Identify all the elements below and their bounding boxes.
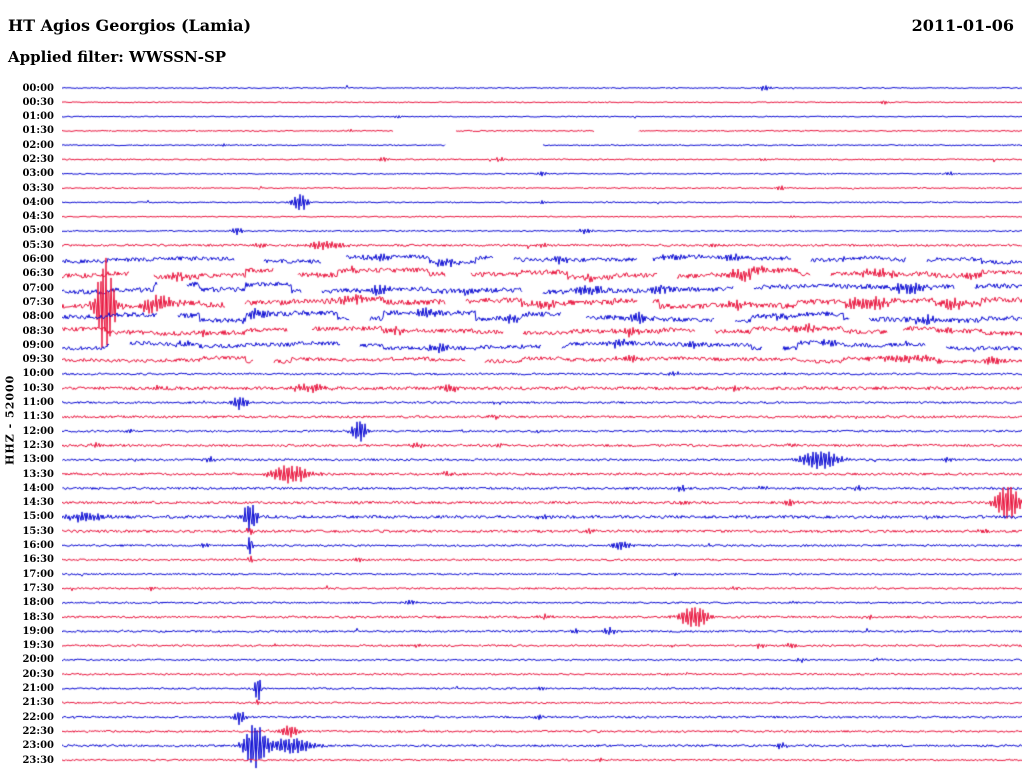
time-label: 07:30 <box>22 296 54 308</box>
time-label: 17:00 <box>22 568 54 580</box>
time-label: 06:30 <box>22 268 54 280</box>
time-label: 05:00 <box>22 225 54 237</box>
time-label: 18:00 <box>22 597 54 609</box>
time-label: 02:00 <box>22 139 54 151</box>
time-label: 09:30 <box>22 354 54 366</box>
time-label: 18:30 <box>22 611 54 623</box>
time-label: 07:00 <box>22 282 54 294</box>
time-label: 16:00 <box>22 540 54 552</box>
time-label: 22:30 <box>22 725 54 737</box>
time-label: 03:00 <box>22 168 54 180</box>
time-label: 08:00 <box>22 311 54 323</box>
time-label: 06:00 <box>22 254 54 266</box>
time-label: 12:30 <box>22 439 54 451</box>
time-label: 15:00 <box>22 511 54 523</box>
time-label: 15:30 <box>22 525 54 537</box>
time-label: 21:30 <box>22 697 54 709</box>
time-label: 23:00 <box>22 740 54 752</box>
time-label: 16:30 <box>22 554 54 566</box>
filter-label: Applied filter: WWSSN-SP <box>8 48 227 66</box>
time-label: 01:30 <box>22 125 54 137</box>
time-label: 04:00 <box>22 196 54 208</box>
time-label: 00:00 <box>22 82 54 94</box>
time-label: 13:30 <box>22 468 54 480</box>
time-label: 04:30 <box>22 211 54 223</box>
time-label: 21:00 <box>22 683 54 695</box>
time-label: 11:00 <box>22 397 54 409</box>
time-label: 00:30 <box>22 96 54 108</box>
time-label: 02:30 <box>22 153 54 165</box>
time-label: 22:00 <box>22 711 54 723</box>
time-label: 23:30 <box>22 754 54 766</box>
time-label: 14:30 <box>22 497 54 509</box>
time-label: 20:00 <box>22 654 54 666</box>
time-label: 20:30 <box>22 668 54 680</box>
seismogram-canvas <box>62 80 1022 780</box>
time-label: 10:30 <box>22 382 54 394</box>
time-label: 13:00 <box>22 454 54 466</box>
record-date: 2011-01-06 <box>911 16 1014 35</box>
station-title: HT Agios Georgios (Lamia) <box>8 16 252 35</box>
time-label: 05:30 <box>22 239 54 251</box>
time-label: 19:00 <box>22 625 54 637</box>
time-label: 03:30 <box>22 182 54 194</box>
time-label: 11:30 <box>22 411 54 423</box>
time-label: 09:00 <box>22 339 54 351</box>
time-label: 14:00 <box>22 482 54 494</box>
time-label: 12:00 <box>22 425 54 437</box>
time-label: 01:00 <box>22 111 54 123</box>
time-label: 10:00 <box>22 368 54 380</box>
time-label: 08:30 <box>22 325 54 337</box>
time-label: 17:30 <box>22 582 54 594</box>
time-label: 19:30 <box>22 640 54 652</box>
